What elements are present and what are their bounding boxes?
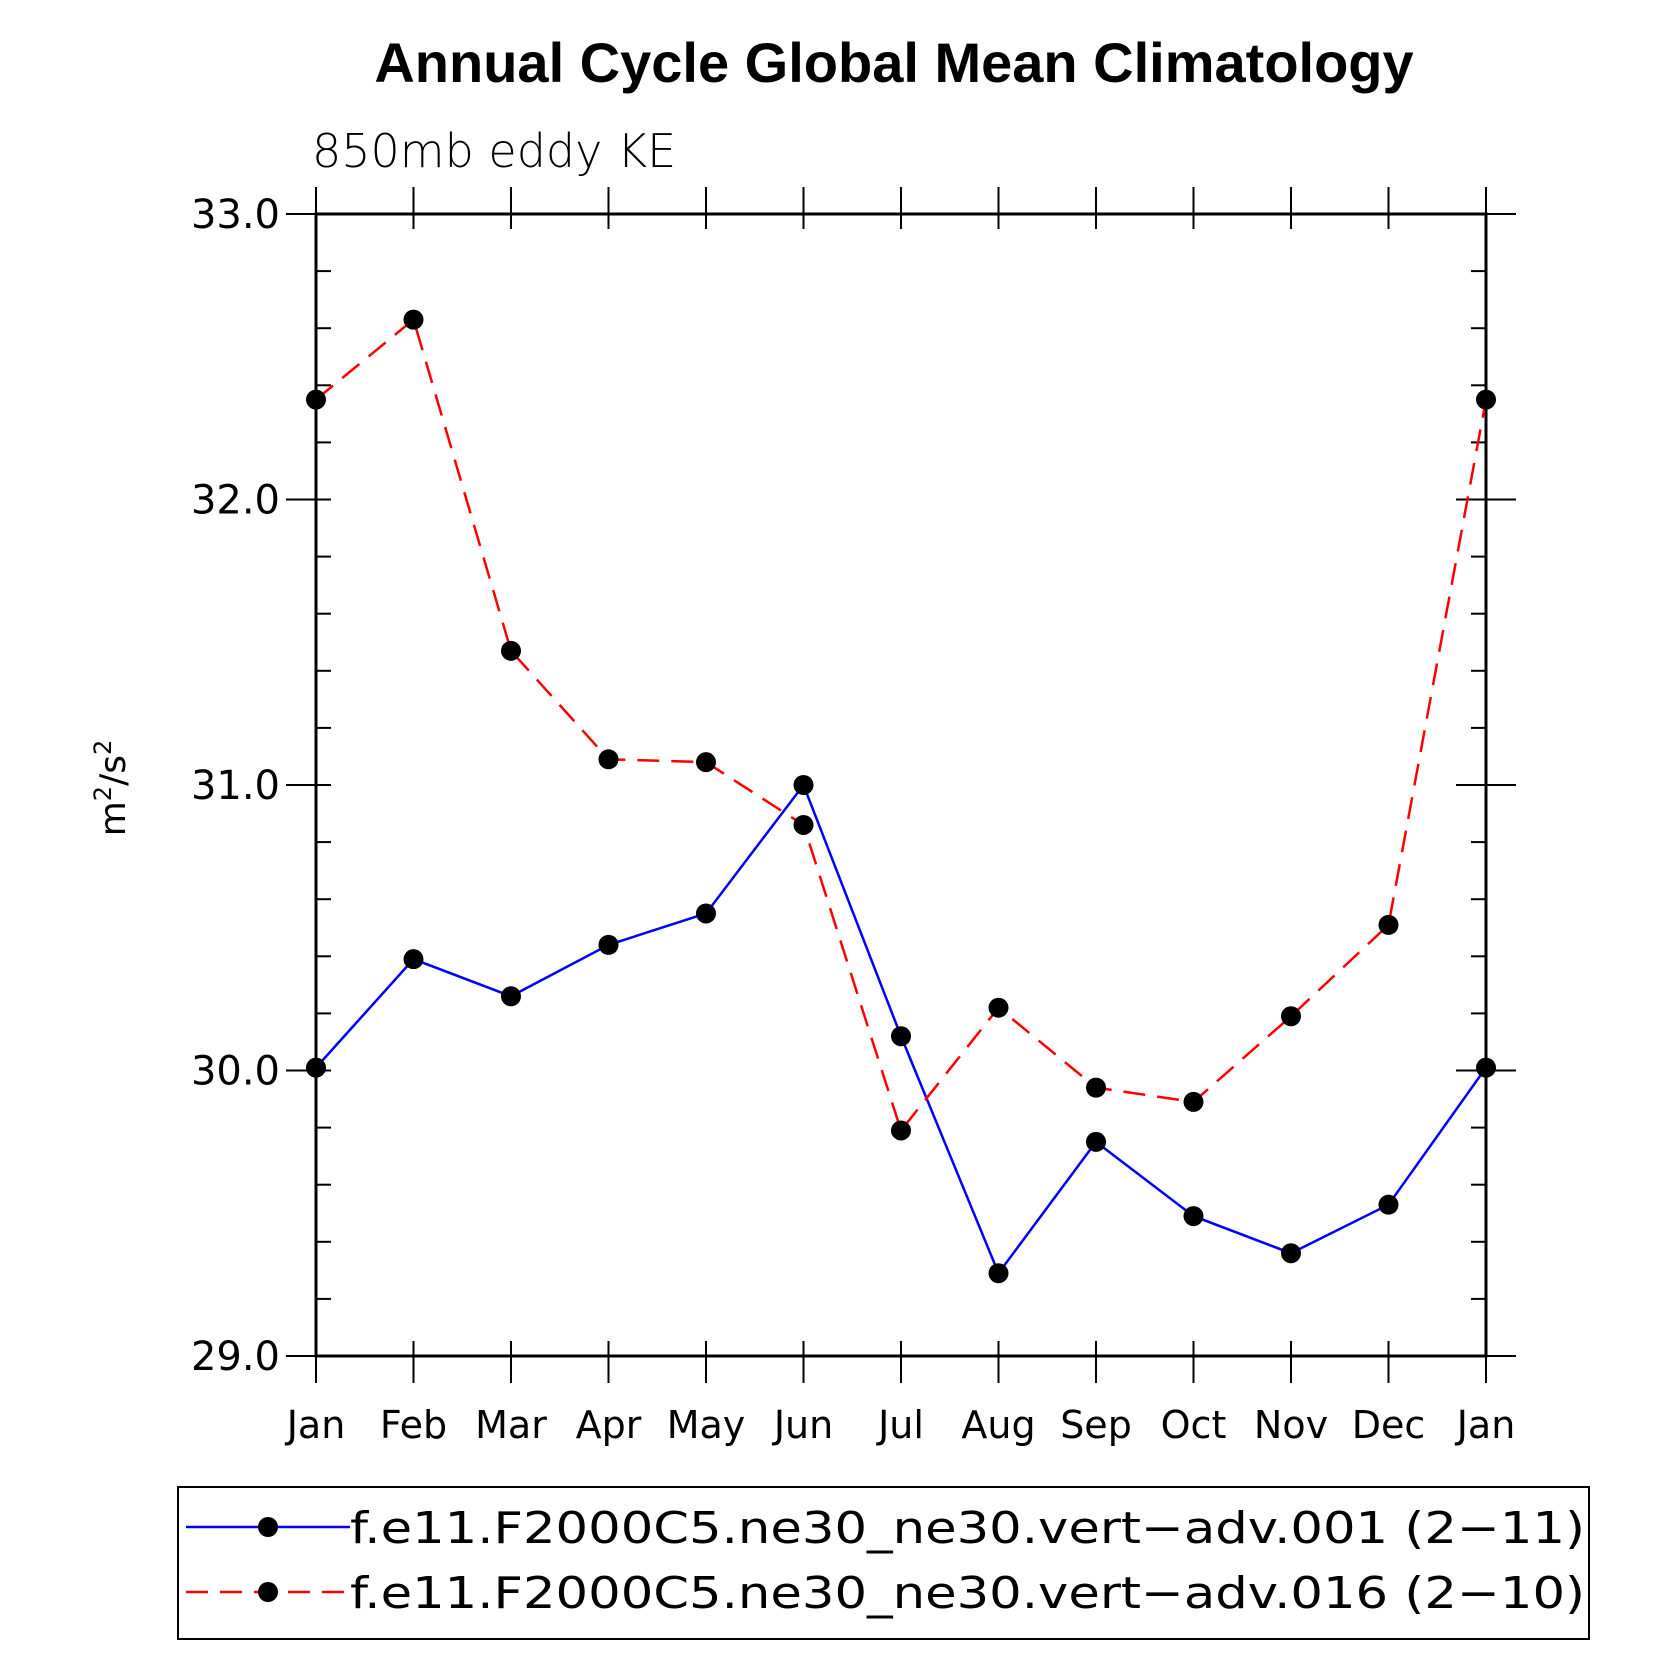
x-tick-label: Dec (1352, 1403, 1426, 1447)
y-tick-label: 33.0 (191, 192, 280, 238)
data-point-series-2 (306, 389, 326, 410)
y-tick-label: 30.0 (191, 1049, 280, 1095)
legend-label-2: f.e11.F2000C5.ne30_ne30.vert−adv.016 (2−… (350, 1568, 1585, 1619)
data-point-series-2 (598, 749, 619, 770)
x-tick-label: Mar (475, 1403, 547, 1447)
data-point-series-2 (891, 1120, 911, 1141)
data-point-series-1 (1281, 1243, 1301, 1264)
legend-marker-2 (258, 1582, 278, 1602)
chart-subtitle: 850mb eddy KE (312, 124, 676, 178)
chart-title: Annual Cycle Global Mean Climatology (374, 31, 1413, 94)
x-tick-label: Feb (380, 1403, 447, 1447)
x-tick-label: May (667, 1403, 746, 1447)
x-tick-label: Jan (285, 1403, 346, 1447)
data-point-series-1 (1183, 1206, 1204, 1227)
legend-marker-1 (258, 1517, 278, 1537)
plot-area: 29.0 30.0 31.0 32.0 33.0 Jan Feb Mar Apr May Jun Ju… (191, 187, 1516, 1447)
x-tick-label: Apr (576, 1403, 642, 1447)
data-point-series-1 (988, 1263, 1009, 1284)
x-tick-label: Jan (1455, 1403, 1516, 1447)
data-point-series-2 (1183, 1091, 1204, 1112)
data-point-series-2 (1086, 1077, 1106, 1098)
y-tick-label: 31.0 (191, 763, 280, 809)
x-tick-label: Nov (1254, 1403, 1328, 1447)
x-tick-label: Jun (772, 1403, 833, 1447)
plot-frame (314, 212, 1488, 1358)
data-point-series-2 (696, 752, 716, 773)
data-point-series-2 (988, 997, 1009, 1018)
data-point-series-2 (1281, 1006, 1301, 1027)
data-point-series-1 (696, 903, 716, 924)
legend-label-1: f.e11.F2000C5.ne30_ne30.vert−adv.001 (2−… (350, 1503, 1585, 1554)
data-point-series-1 (891, 1026, 911, 1047)
x-tick-label: Aug (961, 1403, 1035, 1447)
x-tick-label: Oct (1161, 1403, 1227, 1447)
data-point-series-1 (1378, 1194, 1399, 1215)
data-point-series-2 (793, 814, 814, 835)
data-point-series-1 (793, 775, 814, 795)
data-point-series-1 (501, 986, 521, 1007)
y-tick-label: 32.0 (191, 478, 280, 524)
data-point-series-1 (403, 949, 424, 970)
data-point-series-1 (1476, 1057, 1496, 1078)
data-point-series-2 (1476, 389, 1496, 410)
y-tick-label: 29.0 (191, 1334, 280, 1380)
legend-box (177, 1486, 1590, 1640)
y-axis-label: m2/s2 (89, 740, 134, 837)
series-line-2 (315, 317, 1488, 1134)
data-point-series-1 (598, 934, 619, 955)
data-point-series-1 (306, 1057, 326, 1078)
data-point-series-2 (1378, 914, 1399, 935)
legend: f.e11.F2000C5.ne30_ne30.vert−adv.001 (2−… (186, 1503, 1585, 1619)
x-tick-label: Jul (876, 1403, 924, 1447)
data-point-series-2 (501, 640, 521, 661)
data-point-series-1 (1086, 1131, 1106, 1152)
data-point-series-2 (403, 309, 424, 330)
x-tick-label: Sep (1060, 1403, 1132, 1447)
